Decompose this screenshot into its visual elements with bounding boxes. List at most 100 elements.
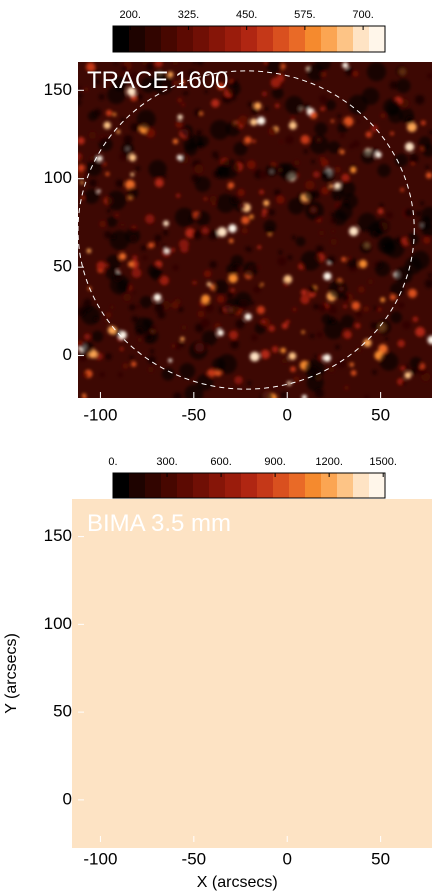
image-dark: [174, 207, 195, 228]
image-dark: [406, 233, 419, 246]
image-dark: [409, 356, 422, 369]
colorbar-tick-label: 900.: [264, 456, 285, 468]
image-blob: [250, 334, 258, 342]
image-dark: [325, 99, 337, 111]
colorbar-tick-label: 450.: [236, 9, 257, 21]
image-blob: [154, 62, 163, 68]
image-blob: [370, 124, 379, 133]
image-dark: [321, 168, 335, 183]
image-dark: [224, 298, 241, 315]
image-blob: [168, 358, 173, 363]
colorbar-swatch: [225, 473, 242, 498]
image-blob: [257, 245, 262, 250]
image-blob: [262, 208, 267, 214]
image-blob: [192, 229, 202, 240]
image-blob: [407, 288, 417, 298]
image-blob: [96, 261, 106, 271]
image-blob: [241, 216, 250, 225]
image-blob: [415, 210, 422, 217]
image-dark: [304, 189, 317, 202]
image-dark: [211, 357, 226, 372]
colorbar-tick-label: 700.: [352, 9, 373, 21]
image-dark: [227, 82, 241, 96]
image-blob: [217, 227, 227, 237]
image-dark: [121, 142, 135, 156]
panel-title: TRACE 1600: [87, 67, 228, 94]
image-blob: [128, 261, 135, 268]
image-blob: [402, 320, 411, 330]
image-blob: [129, 304, 136, 311]
image-blob: [264, 106, 269, 111]
image-dark: [106, 216, 118, 228]
image-blob: [257, 116, 266, 125]
image-dark: [184, 143, 198, 156]
image-blob: [330, 119, 335, 123]
image-dark: [390, 311, 403, 324]
image-blob: [132, 255, 138, 261]
image-dark: [225, 121, 241, 137]
image-blob: [323, 272, 332, 281]
image-dark: [134, 317, 152, 335]
image-blob: [173, 392, 183, 398]
image-blob: [97, 189, 101, 193]
image-blob: [321, 186, 329, 195]
image-blob: [367, 278, 374, 285]
image-blob: [409, 153, 419, 164]
y-tick-label: 100: [44, 614, 72, 633]
image-blob: [329, 184, 333, 189]
image-blob: [194, 108, 202, 117]
image-blob: [226, 187, 231, 192]
image-blob: [380, 297, 386, 303]
image-blob: [175, 120, 183, 128]
image-blob: [345, 67, 354, 77]
colorbar-swatch: [289, 26, 306, 52]
image-blob: [217, 82, 225, 91]
image-dark: [422, 144, 432, 158]
image-blob: [153, 241, 159, 247]
image-dark: [379, 351, 399, 371]
image-blob: [235, 319, 245, 329]
image-blob: [372, 369, 378, 375]
image-blob: [277, 256, 287, 266]
image-blob: [280, 347, 286, 354]
image-dark: [304, 201, 324, 221]
image-dark: [337, 122, 348, 134]
colorbar-swatch: [193, 473, 210, 498]
image-blob: [319, 354, 325, 361]
image-blob: [147, 355, 156, 365]
image-blob: [78, 169, 85, 179]
image-blob: [301, 394, 308, 398]
image-blob: [371, 147, 378, 154]
image-dark: [230, 254, 244, 268]
image-blob: [300, 134, 310, 145]
image-blob: [355, 346, 362, 353]
image-dark: [184, 384, 204, 398]
image-dark: [340, 314, 355, 329]
image-blob: [352, 70, 359, 77]
image-dark: [106, 254, 121, 270]
colorbar-tick-label: 325.: [178, 9, 199, 21]
image-blob: [370, 321, 378, 330]
image-dark: [107, 85, 126, 105]
image-blob: [336, 359, 346, 369]
image-blob: [397, 301, 405, 309]
x-tick-label: -50: [182, 405, 207, 424]
image-blob: [201, 227, 209, 235]
image-blob: [180, 336, 185, 342]
image-dark: [148, 159, 167, 179]
image-blob: [384, 336, 389, 341]
image-blob: [363, 394, 370, 398]
image-blob: [327, 255, 336, 264]
image-blob: [85, 62, 96, 72]
image-blob: [285, 135, 294, 145]
image-blob: [174, 342, 182, 350]
colorbar-swatch: [145, 473, 162, 498]
image: [78, 62, 432, 398]
image-blob: [293, 159, 300, 166]
image-blob: [183, 91, 187, 96]
image-blob: [248, 217, 252, 221]
image-blob: [192, 62, 197, 65]
image-blob: [197, 62, 204, 66]
image-blob: [188, 70, 196, 78]
colorbar-swatch: [113, 26, 130, 52]
